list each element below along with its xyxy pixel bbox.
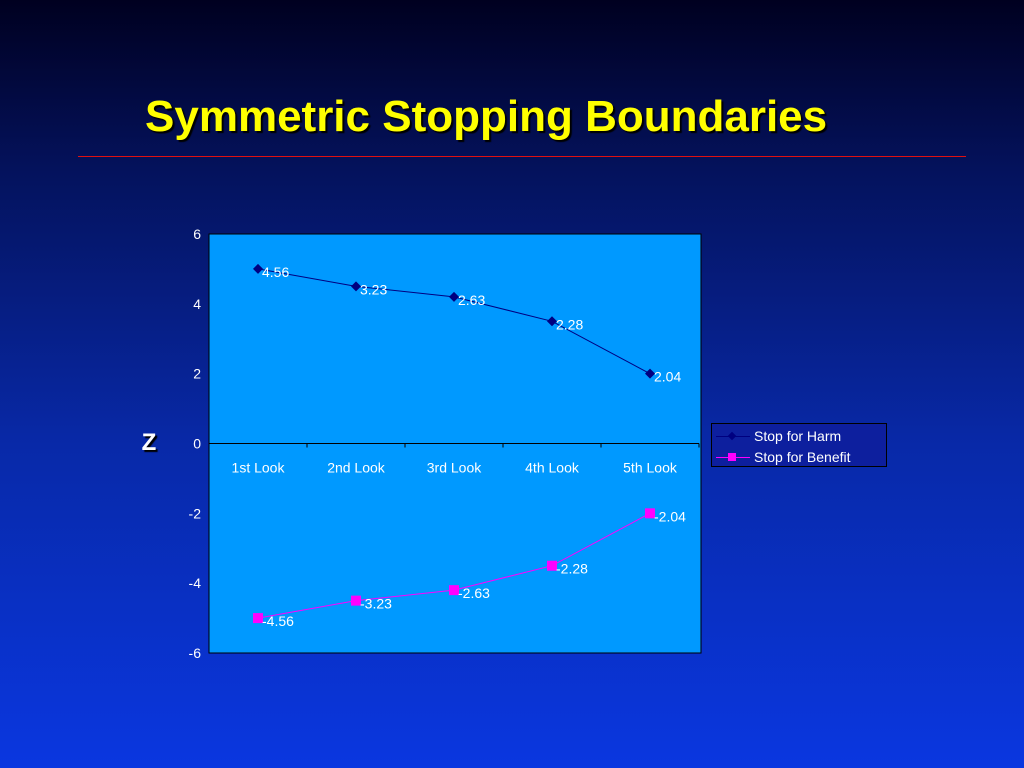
benefit-point bbox=[253, 613, 263, 624]
x-tick-label: 4th Look bbox=[525, 460, 580, 476]
benefit-data-label: -4.56 bbox=[262, 613, 294, 629]
benefit-point bbox=[645, 508, 655, 519]
harm-point bbox=[547, 316, 557, 327]
x-tick-label: 5th Look bbox=[623, 460, 678, 476]
harm-data-label: 2.63 bbox=[458, 292, 485, 308]
benefit-data-label: -2.04 bbox=[654, 508, 686, 524]
x-tick-label: 3rd Look bbox=[427, 460, 482, 476]
benefit-point bbox=[547, 560, 557, 571]
legend-harm-marker bbox=[727, 431, 737, 441]
harm-point bbox=[449, 291, 459, 302]
x-tick-label: 1st Look bbox=[232, 460, 286, 476]
x-tick-label: 2nd Look bbox=[327, 460, 386, 476]
benefit-data-label: -3.23 bbox=[360, 596, 392, 612]
benefit-point bbox=[449, 585, 459, 596]
harm-data-label: 2.28 bbox=[556, 316, 583, 332]
harm-point bbox=[253, 263, 263, 274]
legend-benefit-label: Stop for Benefit bbox=[754, 449, 851, 465]
legend-harm-label: Stop for Harm bbox=[754, 428, 842, 444]
harm-data-label: 4.56 bbox=[262, 264, 289, 280]
slide-title: Symmetric Stopping Boundaries bbox=[145, 92, 828, 141]
harm-data-label: 3.23 bbox=[360, 281, 387, 297]
benefit-data-label: -2.63 bbox=[458, 585, 490, 601]
legend-benefit-marker bbox=[728, 453, 736, 461]
y-tick-label: -6 bbox=[189, 645, 202, 661]
x-axis: 1st Look 2nd Look 3rd Look 4th Look 5th Look bbox=[208, 443, 700, 476]
harm-point bbox=[645, 368, 655, 379]
y-tick-label: 2 bbox=[193, 366, 201, 382]
legend: Stop for Harm Stop for Benefit bbox=[711, 423, 887, 467]
benefit-data-label: -2.28 bbox=[556, 561, 588, 577]
y-tick-label: -4 bbox=[189, 575, 202, 591]
legend-item-benefit: Stop for Benefit bbox=[712, 447, 888, 467]
benefit-point bbox=[351, 595, 361, 606]
legend-item-harm: Stop for Harm bbox=[712, 426, 888, 446]
y-axis-label: Z bbox=[142, 429, 157, 456]
y-tick-label: -2 bbox=[189, 505, 202, 521]
y-tick-label: 0 bbox=[193, 436, 201, 452]
harm-point bbox=[351, 281, 361, 292]
title-divider bbox=[78, 156, 966, 157]
y-axis: 6 4 2 0 -2 -4 -6 bbox=[189, 226, 202, 661]
y-tick-label: 6 bbox=[193, 226, 201, 242]
harm-data-label: 2.04 bbox=[654, 369, 681, 385]
series-layer: 4.56 3.23 2.63 2.28 2.04 -4.56 -3.23 -2.63 -2.28… bbox=[253, 263, 686, 629]
y-tick-label: 4 bbox=[193, 296, 201, 312]
